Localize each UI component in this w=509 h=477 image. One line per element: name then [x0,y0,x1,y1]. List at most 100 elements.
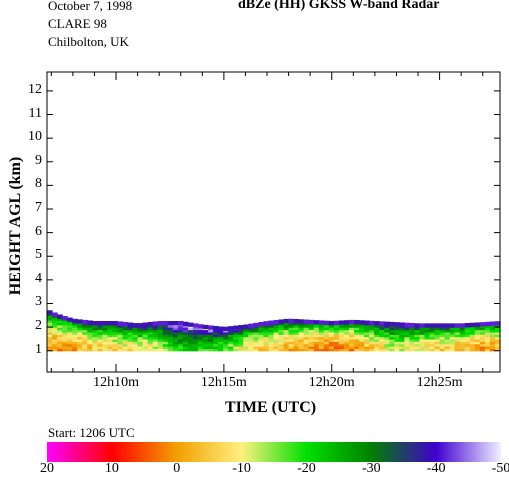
reflectivity-cell [97,338,103,342]
reflectivity-cell [117,341,124,345]
reflectivity-cell [117,338,124,342]
reflectivity-cell [82,341,88,345]
reflectivity-cell [293,343,300,347]
reflectivity-cell [374,334,380,338]
reflectivity-cell [278,336,285,340]
reflectivity-cell [268,346,275,349]
reflectivity-cell [182,338,189,342]
reflectivity-cell [439,327,446,331]
reflectivity-cell [233,331,239,335]
reflectivity-cell [338,329,345,333]
reflectivity-cell [469,331,476,335]
reflectivity-cell [328,348,335,352]
reflectivity-cell [293,324,300,328]
reflectivity-cell [157,346,164,349]
reflectivity-cell [288,346,295,349]
reflectivity-cell [338,343,345,347]
reflectivity-cell [449,336,456,340]
reflectivity-cell [379,324,385,328]
reflectivity-cell [369,329,375,333]
reflectivity-cell [308,348,315,352]
reflectivity-cell [288,324,295,328]
reflectivity-cell [187,343,194,347]
cloud-top-cell [404,322,410,327]
reflectivity-cell [233,329,239,333]
reflectivity-cell [343,346,350,349]
cloud-top-cell [112,320,119,326]
reflectivity-cell [354,348,360,352]
y-tick-label: 1 [35,341,42,357]
reflectivity-cell [223,346,229,349]
reflectivity-cell [198,329,204,333]
reflectivity-cell [263,329,270,333]
reflectivity-cell [122,331,129,335]
cloud-top-cell [213,325,219,331]
reflectivity-cell [142,329,149,333]
reflectivity-cell [273,329,280,333]
reflectivity-cell [258,341,265,345]
reflectivity-cell [409,348,416,352]
reflectivity-cell [198,327,204,331]
cloud-top-cell [313,320,320,325]
reflectivity-cell [57,317,63,321]
reflectivity-cell [52,348,58,352]
reflectivity-cell [223,334,229,338]
reflectivity-cell [494,336,501,340]
reflectivity-cell [283,331,290,335]
cloud-top-cell [92,320,98,326]
reflectivity-cell [238,336,244,340]
cloud-top-cell [469,322,476,327]
reflectivity-cell [489,324,496,328]
reflectivity-cell [47,334,53,338]
reflectivity-cell [349,324,355,328]
reflectivity-cell [162,334,169,338]
cloud-top-cell [384,321,390,326]
reflectivity-cell [489,348,496,352]
reflectivity-cell [354,346,360,349]
cloud-top-cell [117,321,124,326]
reflectivity-cell [87,338,93,342]
reflectivity-cell [394,348,400,352]
reflectivity-cell [77,327,83,331]
reflectivity-cell [404,336,410,340]
reflectivity-cell [248,338,254,342]
cloud-top-cell [182,321,189,326]
reflectivity-cell [147,341,154,345]
reflectivity-cell [273,324,280,328]
reflectivity-cell [444,334,451,338]
reflectivity-cell [298,334,305,338]
reflectivity-cell [102,331,108,335]
reflectivity-cell [152,346,159,349]
reflectivity-cell [57,338,63,342]
reflectivity-cell [424,329,431,333]
reflectivity-cell [192,331,199,335]
reflectivity-cell [82,329,88,333]
reflectivity-cell [293,331,300,335]
reflectivity-cell [97,334,103,338]
reflectivity-cell [479,336,486,340]
reflectivity-cell [288,331,295,335]
reflectivity-cell [298,346,305,349]
reflectivity-cell [77,341,83,345]
reflectivity-cell [293,341,300,345]
y-tick-label: 3 [35,294,42,310]
reflectivity-cell [47,327,53,331]
reflectivity-cell [182,343,189,347]
reflectivity-cell [303,327,310,331]
reflectivity-cell [389,327,395,331]
reflectivity-cell [439,336,446,340]
reflectivity-cell [132,341,139,345]
reflectivity-cell [469,341,476,345]
reflectivity-cell [333,341,340,345]
reflectivity-cell [132,336,139,340]
cloud-top-cell [308,319,315,325]
cloud-top-cell [258,321,265,327]
reflectivity-cell [364,331,370,335]
reflectivity-cell [102,327,108,331]
reflectivity-cell [263,343,270,347]
reflectivity-cell [303,334,310,338]
x-axis-title: TIME (UTC) [225,399,317,416]
reflectivity-cell [288,329,295,333]
reflectivity-cell [464,331,471,335]
cloud-top-cell [414,323,421,328]
